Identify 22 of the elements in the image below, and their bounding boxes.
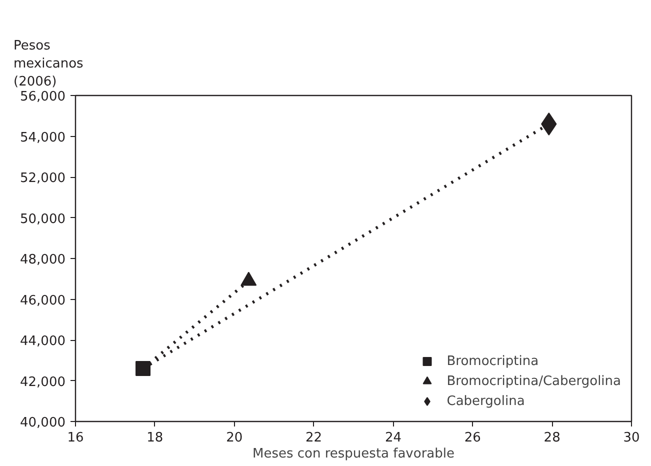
x-tick-label: 28: [544, 430, 560, 446]
x-tick-label: 16: [67, 430, 84, 446]
legend-label: Bromocriptina/Cabergolina: [446, 374, 621, 388]
x-axis-title: Meses con respuesta favorable: [252, 446, 455, 462]
x-tick-label: 24: [384, 430, 402, 446]
legend-label: Bromocriptina: [446, 354, 539, 368]
y-tick-label: 40,000: [20, 416, 66, 430]
x-tick-label: 18: [146, 430, 164, 446]
x-tick-label: 30: [623, 430, 640, 446]
y-tick-label: 42,000: [20, 374, 66, 390]
y-tick-label: 44,000: [20, 334, 66, 349]
y-tick-label: 50,000: [20, 212, 66, 227]
y-tick-label: 48,000: [20, 252, 66, 268]
y-tick-label: 52,000: [20, 171, 66, 186]
y-axis-title: Pesos mexicanos (2006): [14, 38, 84, 90]
y-tick-label: 54,000: [20, 130, 66, 146]
x-tick-label: 26: [464, 430, 481, 446]
y-tick-label: 56,000: [20, 90, 66, 104]
y-tick-label: 46,000: [20, 293, 66, 308]
x-tick-label: 20: [226, 430, 243, 446]
x-tick-label: 22: [306, 430, 322, 446]
legend-label: Cabergolina: [446, 394, 525, 408]
